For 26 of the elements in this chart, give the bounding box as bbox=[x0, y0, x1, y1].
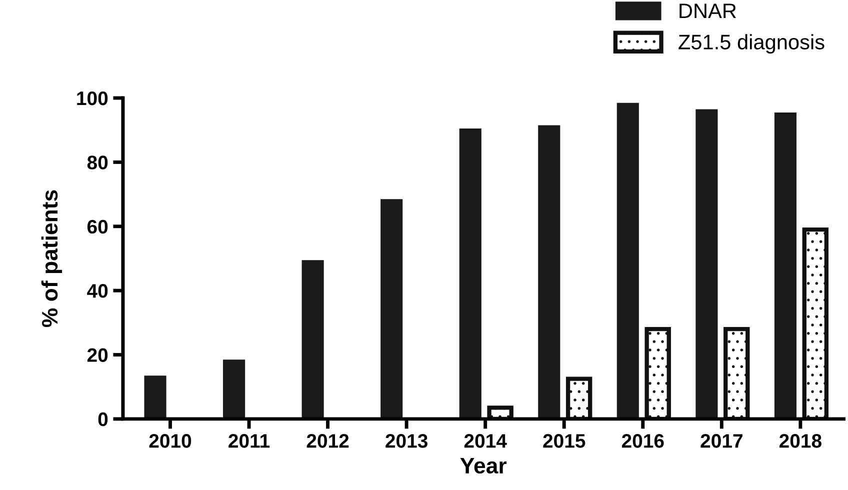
y-tick-label: 0 bbox=[98, 412, 108, 426]
y-tick-label: 20 bbox=[87, 348, 108, 362]
x-tick-label: 2015 bbox=[543, 434, 586, 448]
bar bbox=[380, 199, 403, 419]
x-tick-label: 2017 bbox=[700, 434, 742, 448]
y-tick-label: 80 bbox=[87, 156, 108, 170]
legend-label: Z51.5 diagnosis bbox=[678, 34, 824, 54]
legend-label: DNAR bbox=[680, 4, 736, 18]
y-axis-title: % of patients bbox=[41, 190, 62, 328]
y-tick-label: 100 bbox=[77, 91, 108, 106]
x-axis-title: Year bbox=[460, 458, 507, 474]
x-tick-label: 2018 bbox=[779, 434, 822, 448]
bar bbox=[538, 125, 560, 419]
x-tick-label: 2010 bbox=[149, 434, 192, 448]
x-tick-label: 2011 bbox=[228, 434, 270, 448]
bar bbox=[696, 109, 718, 419]
x-tick-label: 2014 bbox=[464, 434, 507, 448]
x-tick-label: 2012 bbox=[306, 434, 349, 448]
bar bbox=[774, 112, 796, 419]
bar bbox=[302, 260, 324, 419]
bar bbox=[459, 128, 482, 419]
x-tick-label: 2013 bbox=[386, 434, 428, 448]
y-tick-label: 60 bbox=[87, 220, 108, 234]
bar bbox=[616, 102, 639, 419]
x-tick-label: 2016 bbox=[622, 434, 664, 448]
y-tick-label: 40 bbox=[87, 284, 108, 298]
